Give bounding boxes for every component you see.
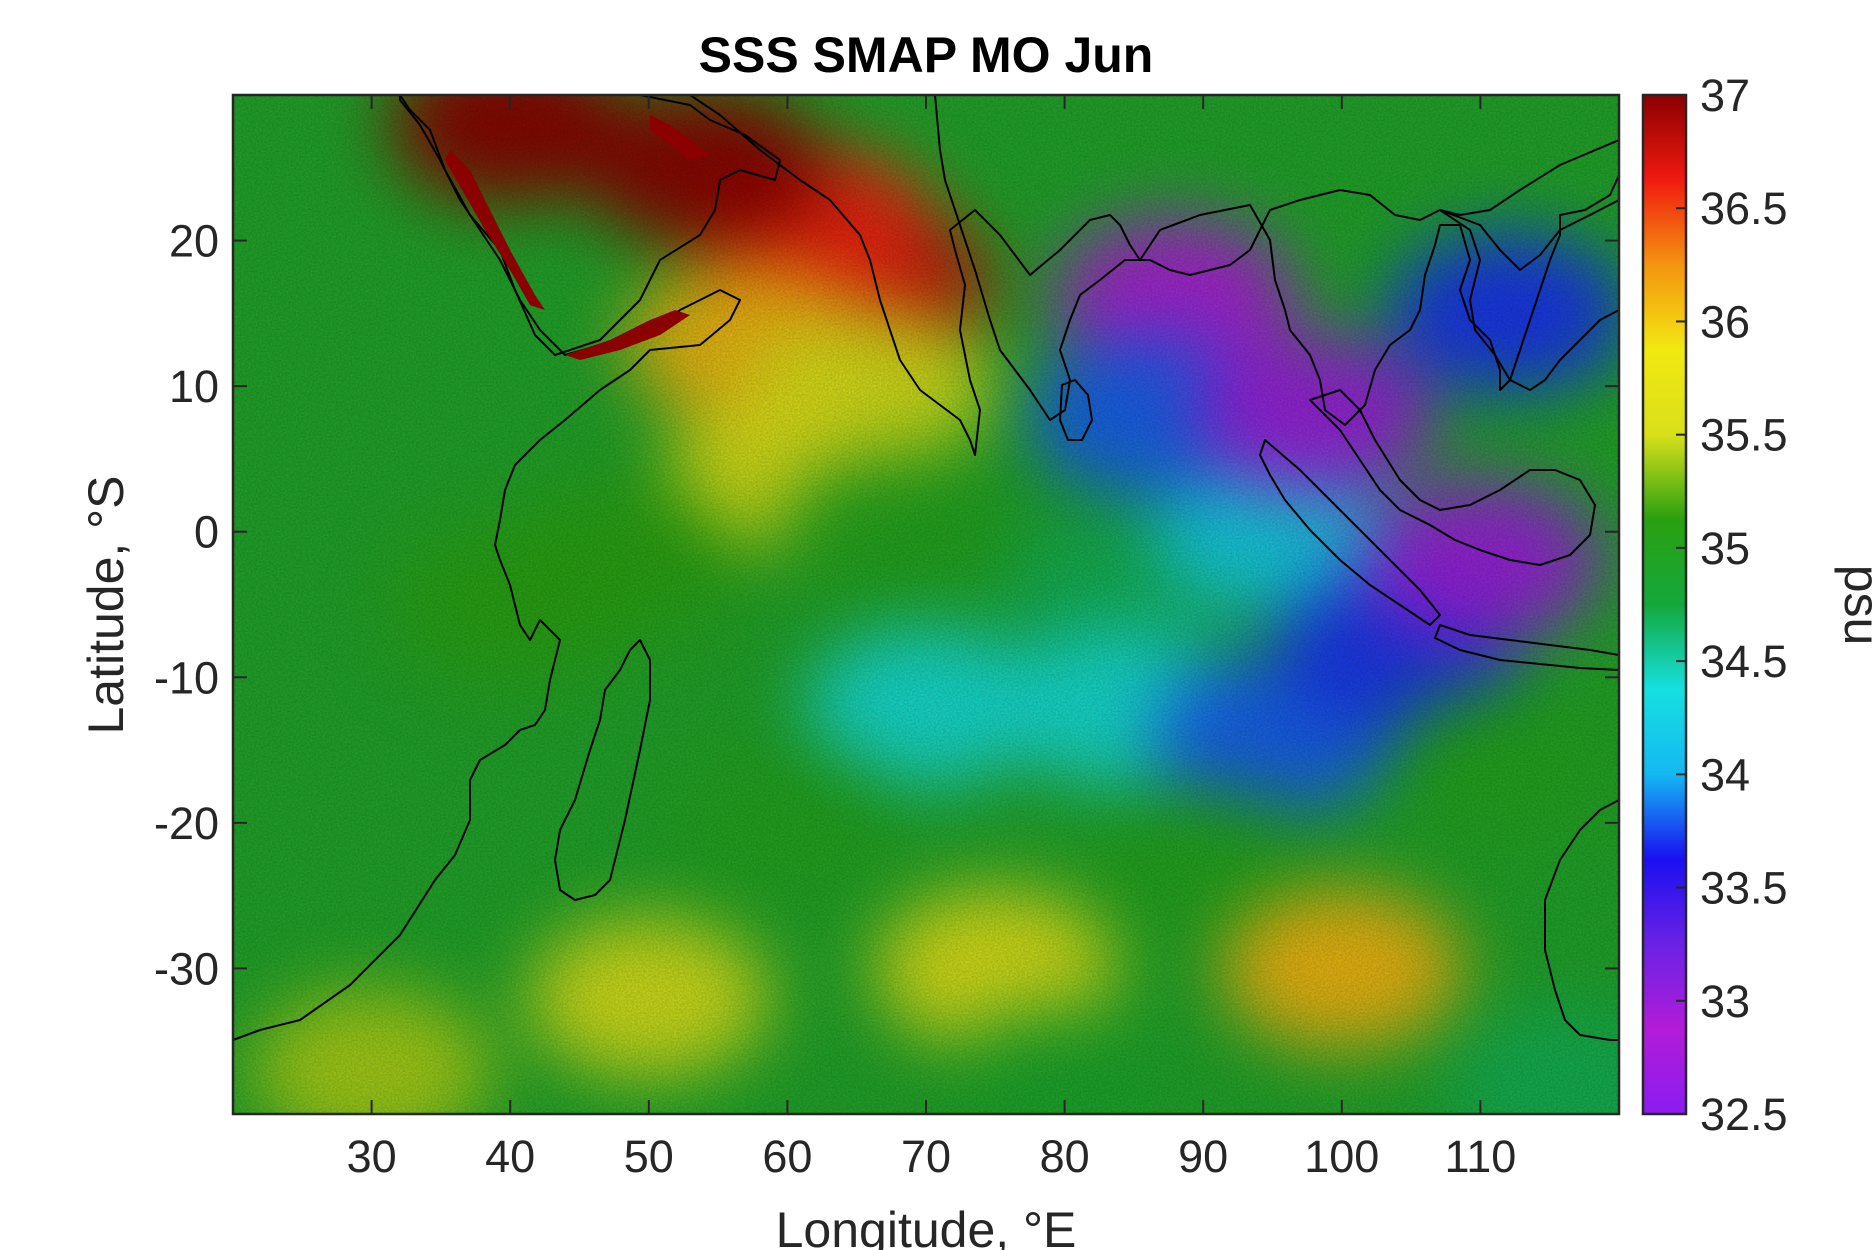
x-tick-label: 60 [762,1131,812,1182]
x-tick-label: 40 [485,1131,535,1182]
colorbar-tick-label: 35 [1700,523,1750,574]
y-tick-label: -10 [154,652,219,703]
land-sri-lanka [1059,379,1093,441]
colorbar-tick-label: 34 [1700,749,1750,800]
land-india [934,95,1619,421]
colorbar-tick-label: 37 [1700,70,1750,121]
colorbar-label: psu [1834,565,1875,646]
land-malaysia-borneo [1309,389,1596,566]
land-indochina [1439,199,1619,391]
y-tick-label: 0 [194,507,219,558]
colorbar-gradient [1643,95,1686,1114]
land-java [1434,624,1619,671]
x-tick-label: 90 [1178,1131,1228,1182]
land-red-sea [445,150,545,310]
y-tick-label: 20 [169,216,219,267]
land-gulf-aden [565,310,690,360]
x-axis-label: Longitude, °E [776,1202,1077,1250]
colorbar-ticks: 32.5 33 33.5 34 34.5 35 35.5 36 36.5 37 [1676,70,1788,1140]
land-madagascar [554,639,651,901]
colorbar-tick-label: 33 [1700,976,1750,1027]
colorbar-tick-label: 32.5 [1700,1089,1788,1140]
land-sumatra [1259,439,1441,626]
colorbar-frame [1641,93,1688,1116]
land-africa-arabia [233,95,1619,456]
land-persian-gulf [650,115,710,160]
plot-area [233,95,1619,1114]
chart-title: SSS SMAP MO Jun [699,27,1154,83]
colorbar-tick-label: 36 [1700,296,1750,347]
land-africa-east [233,95,741,1041]
land-australia [1544,799,1619,1041]
colorbar-tick-label: 35.5 [1700,410,1788,461]
x-tick-label: 30 [347,1131,397,1182]
y-tick-label: -20 [154,798,219,849]
x-tick-label: 70 [901,1131,951,1182]
y-axis: -30 -20 -10 0 10 20 [154,216,1619,994]
y-tick-label: -30 [154,943,219,994]
x-tick-label: 80 [1040,1131,1090,1182]
land-masks [233,95,1619,1041]
x-tick-label: 110 [1445,1131,1517,1182]
colorbar-tick-label: 34.5 [1700,636,1788,687]
y-axis-label: Latitude, °S [78,475,134,734]
x-axis: 30 40 50 60 70 80 90 100 110 [347,95,1517,1182]
colorbar: 32.5 33 33.5 34 34.5 35 35.5 36 36.5 37 psu [1641,70,1875,1140]
y-tick-label: 10 [169,361,219,412]
colorbar-tick-label: 33.5 [1700,863,1788,914]
x-tick-label: 50 [624,1131,674,1182]
x-tick-label: 100 [1304,1131,1379,1182]
colorbar-tick-label: 36.5 [1700,183,1788,234]
